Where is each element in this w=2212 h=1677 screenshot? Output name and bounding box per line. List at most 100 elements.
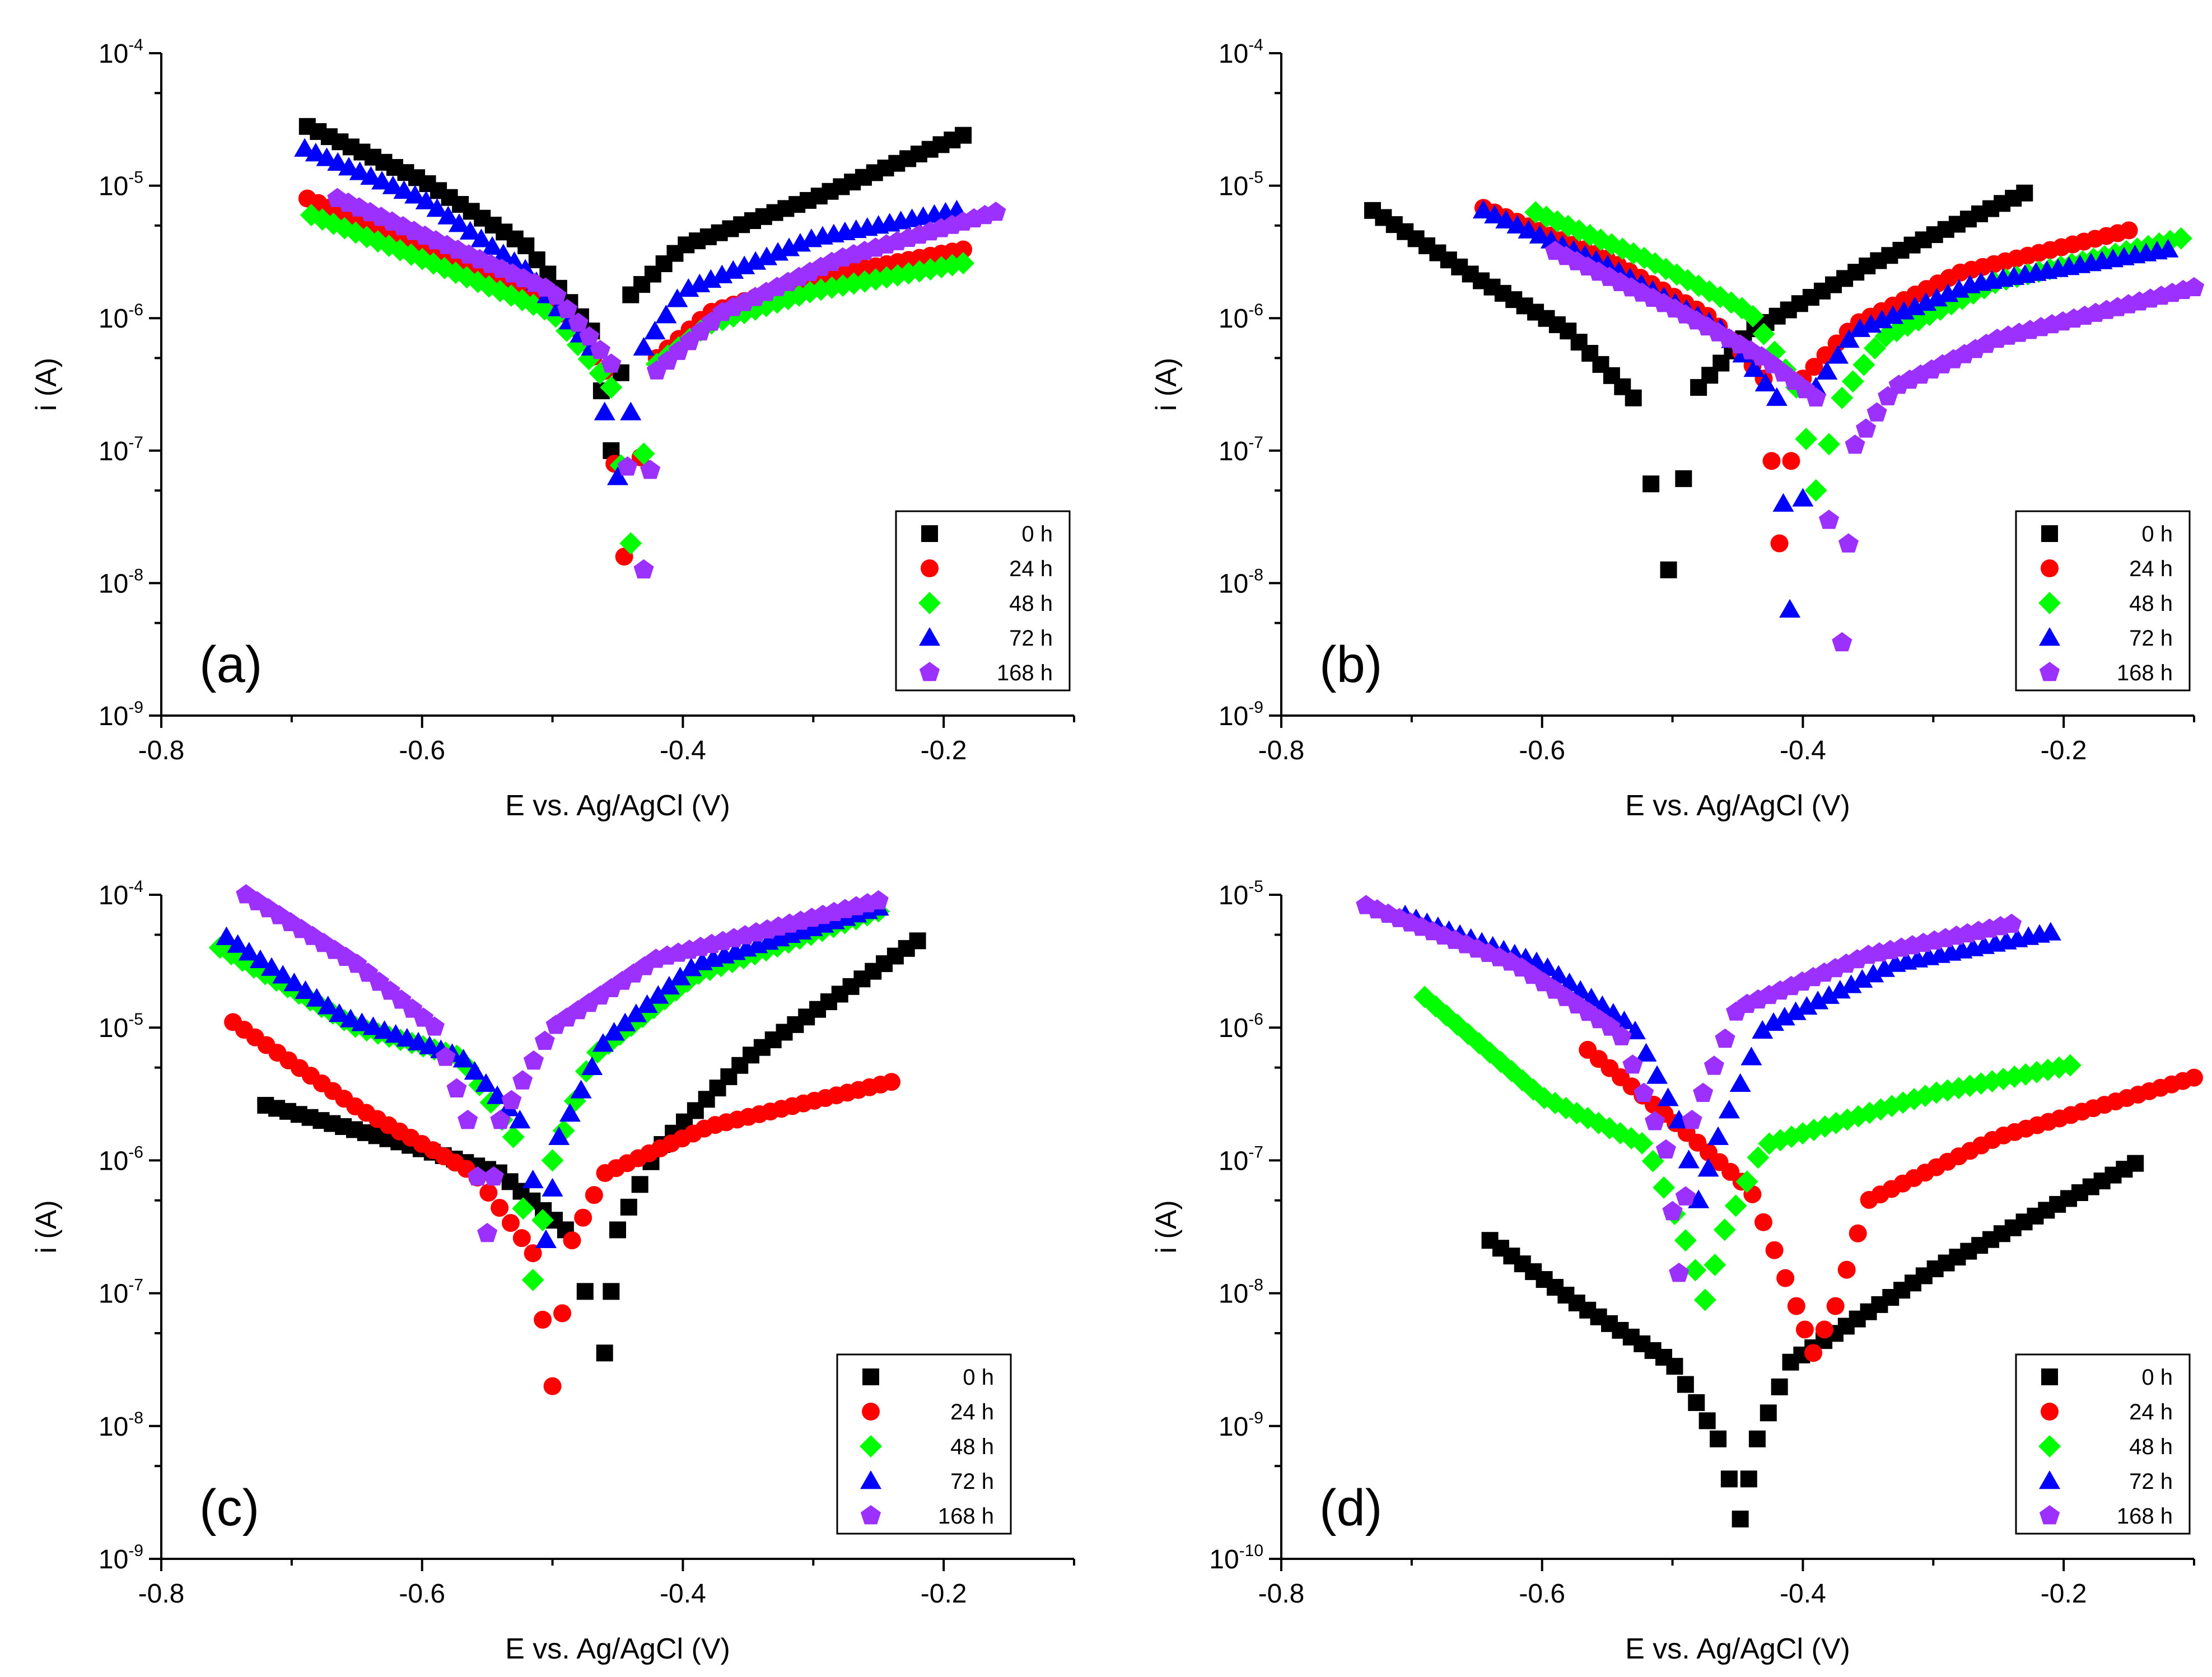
data-point xyxy=(521,1268,544,1291)
legend-label: 168 h xyxy=(938,1504,994,1529)
x-tick-label: -0.6 xyxy=(1519,736,1565,765)
data-point xyxy=(1787,1297,1805,1315)
x-tick-label: -0.4 xyxy=(660,736,706,765)
data-point xyxy=(459,221,481,240)
data-point xyxy=(491,1199,509,1217)
x-tick-label: -0.2 xyxy=(921,736,967,765)
legend-marker xyxy=(918,592,941,614)
data-point xyxy=(305,143,326,162)
y-tick-label: 10-9 xyxy=(99,1541,143,1575)
series-168h xyxy=(1544,240,2205,652)
data-point xyxy=(1742,305,1765,328)
data-point xyxy=(283,972,305,992)
data-point xyxy=(1852,353,1875,376)
data-point xyxy=(609,1221,626,1239)
data-point xyxy=(2120,221,2138,240)
legend-label: 0 h xyxy=(1021,522,1053,546)
y-tick-label: 10-8 xyxy=(1219,1276,1263,1309)
data-point xyxy=(1807,991,1829,1010)
data-point xyxy=(868,890,889,910)
panel-label: (c) xyxy=(199,1479,259,1536)
data-point xyxy=(294,138,316,157)
data-point xyxy=(351,1012,373,1031)
data-point xyxy=(1796,996,1818,1015)
data-point xyxy=(338,157,360,176)
data-point xyxy=(1735,1170,1758,1193)
data-point xyxy=(1863,964,1884,983)
chart-panel-1: -0.8 -0.6 -0.4 -0.2 10-9 10-8 10-7 10-6 10-5 10-4… xyxy=(30,36,1075,822)
legend-label: 168 h xyxy=(2117,661,2173,685)
data-point xyxy=(640,460,661,479)
legend-label: 0 h xyxy=(963,1365,994,1390)
data-point xyxy=(632,442,655,465)
data-point xyxy=(1653,1176,1676,1199)
data-point xyxy=(655,305,677,324)
data-point xyxy=(607,466,628,485)
data-point xyxy=(1851,969,1873,988)
data-point xyxy=(2183,277,2205,296)
data-point xyxy=(909,932,926,950)
data-point xyxy=(1752,323,1775,345)
data-point xyxy=(1763,1012,1785,1031)
data-point xyxy=(424,1016,445,1036)
y-tick-label: 10-6 xyxy=(99,1143,143,1176)
data-point xyxy=(1707,1126,1729,1145)
data-point xyxy=(546,285,567,305)
legend-label: 24 h xyxy=(1009,557,1053,581)
data-point xyxy=(2157,239,2179,258)
data-point xyxy=(1472,199,1494,219)
data-point xyxy=(261,957,283,976)
data-point xyxy=(464,1061,486,1080)
x-tick-label: -0.4 xyxy=(660,1579,706,1609)
data-point xyxy=(306,988,328,1007)
x-tick-label: -0.2 xyxy=(2041,1579,2087,1609)
data-point xyxy=(509,1109,531,1129)
data-point xyxy=(435,1047,456,1066)
y-tick-label: 10-8 xyxy=(99,566,143,599)
data-point xyxy=(534,1310,552,1329)
data-point xyxy=(419,1035,441,1054)
data-point xyxy=(238,942,260,961)
legend-label: 168 h xyxy=(2117,1504,2173,1529)
data-point xyxy=(2169,227,2192,250)
legend-label: 72 h xyxy=(2129,1469,2173,1494)
data-point xyxy=(579,326,600,345)
data-point xyxy=(1646,1065,1668,1084)
data-point xyxy=(458,1110,478,1129)
data-point xyxy=(1740,1470,1757,1488)
data-point xyxy=(603,1283,620,1300)
data-point xyxy=(568,312,589,332)
data-point xyxy=(316,147,338,166)
data-point xyxy=(1676,269,1699,292)
data-point xyxy=(502,1125,525,1148)
legend-marker xyxy=(2041,559,2059,577)
legend-marker xyxy=(2038,1435,2061,1458)
y-tick-label: 10-8 xyxy=(1219,566,1263,599)
data-point xyxy=(633,559,654,579)
y-tick-label: 10-5 xyxy=(1219,877,1263,910)
data-point xyxy=(636,994,658,1013)
legend-marker xyxy=(921,525,938,542)
data-point xyxy=(404,185,426,204)
legend-label: 0 h xyxy=(2141,522,2173,546)
data-point xyxy=(1827,345,1849,364)
data-point xyxy=(666,288,688,307)
data-point xyxy=(680,957,702,977)
data-point xyxy=(601,353,622,373)
data-point xyxy=(531,1209,554,1232)
data-point xyxy=(534,1030,555,1050)
data-point xyxy=(647,985,669,1004)
data-point xyxy=(1657,1087,1679,1106)
data-point xyxy=(249,949,271,969)
data-point xyxy=(1765,1241,1784,1259)
data-point xyxy=(501,1090,522,1109)
data-point xyxy=(1675,470,1692,487)
data-point xyxy=(594,401,615,421)
data-point xyxy=(1805,358,1823,376)
data-point xyxy=(619,532,642,555)
legend-marker xyxy=(2041,1368,2058,1385)
data-point xyxy=(2185,1068,2203,1087)
data-point xyxy=(1743,358,1765,377)
data-point xyxy=(1818,985,1840,1004)
data-point xyxy=(477,1222,498,1242)
